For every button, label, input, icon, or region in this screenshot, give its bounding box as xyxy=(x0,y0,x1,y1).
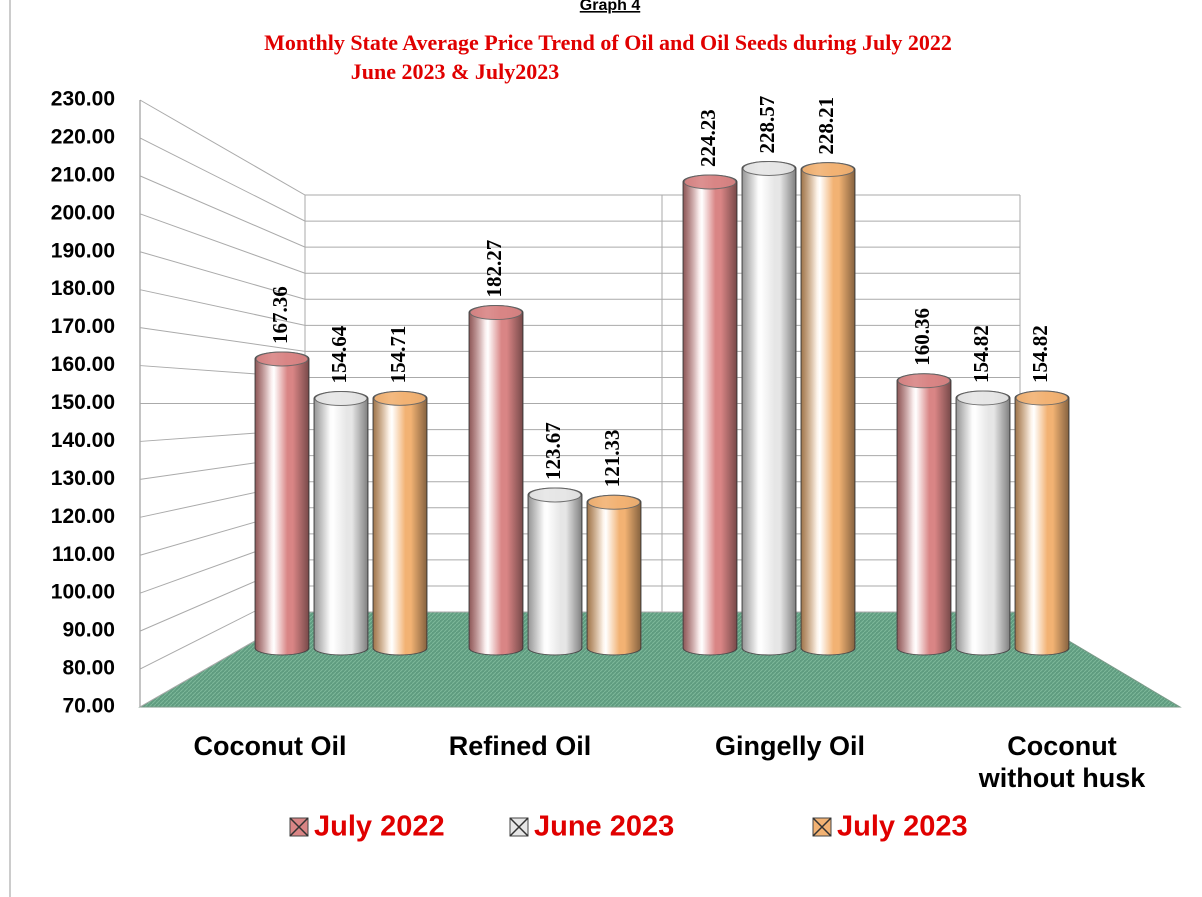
bar-shade xyxy=(587,495,641,655)
value-label: 182.27 xyxy=(482,240,506,298)
bar-top xyxy=(897,373,951,389)
bar xyxy=(896,373,952,656)
y-tick-label: 210.00 xyxy=(51,163,115,186)
grid-line xyxy=(139,99,1020,196)
bar xyxy=(800,162,856,656)
bar-top xyxy=(373,390,427,406)
y-tick-label: 220.00 xyxy=(51,125,115,148)
bar-top xyxy=(801,162,855,178)
caption: Graph 4 xyxy=(580,0,641,14)
value-label: 224.23 xyxy=(696,109,720,167)
bar-top xyxy=(469,305,523,321)
y-tick-label: 160.00 xyxy=(51,353,115,376)
legend-label: July 2022 xyxy=(314,811,445,843)
legend-label: July 2023 xyxy=(837,811,968,843)
value-label: 228.57 xyxy=(755,96,779,154)
x-tick-label: Refined Oil xyxy=(448,731,592,761)
y-tick-label: 140.00 xyxy=(51,429,115,452)
bar xyxy=(1014,390,1070,656)
bar-top xyxy=(683,174,737,190)
bar-shade xyxy=(373,391,427,655)
bar-top xyxy=(528,487,582,503)
bar-top xyxy=(956,390,1010,406)
bar xyxy=(527,487,583,656)
bar xyxy=(586,494,642,656)
bar-shade xyxy=(956,390,1010,655)
bar-top xyxy=(314,391,368,407)
bar-shade xyxy=(469,305,523,655)
bar xyxy=(372,390,428,656)
value-label: 154.64 xyxy=(327,325,351,383)
x-tick-label: Coconut Oil xyxy=(193,731,347,761)
value-label: 228.21 xyxy=(814,97,838,155)
value-label: 123.67 xyxy=(541,422,565,480)
y-tick-label: 170.00 xyxy=(51,315,115,338)
bar xyxy=(254,351,310,656)
grid-line xyxy=(139,213,1020,274)
y-tick-label: 80.00 xyxy=(62,657,115,680)
bar xyxy=(313,391,369,656)
bar-top xyxy=(742,160,796,176)
grid-line xyxy=(139,175,1020,248)
legend-swatch-bevel xyxy=(812,817,832,837)
y-tick-label: 150.00 xyxy=(51,391,115,414)
x-tick-label: Coconut without husk xyxy=(978,731,1146,793)
bar-top xyxy=(255,351,309,367)
bar-shade xyxy=(742,161,796,656)
bar xyxy=(955,390,1011,656)
bar-shade xyxy=(314,391,368,655)
bar-shade xyxy=(255,351,309,655)
value-label: 154.71 xyxy=(386,326,410,384)
bar-shade xyxy=(897,373,951,655)
bar xyxy=(468,305,524,656)
bar-top xyxy=(1015,390,1069,406)
bar xyxy=(741,160,797,656)
bar-shade xyxy=(1015,390,1069,655)
chart-title: Monthly State Average Price Trend of Oil… xyxy=(264,30,952,55)
value-label: 154.82 xyxy=(969,325,993,383)
value-label: 154.82 xyxy=(1028,325,1052,383)
y-tick-label: 200.00 xyxy=(51,201,115,224)
grid-line xyxy=(139,137,1020,222)
bar xyxy=(682,174,738,656)
bar-shade xyxy=(801,162,855,655)
y-tick-label: 180.00 xyxy=(51,277,115,300)
legend-swatch-bevel xyxy=(289,817,309,837)
value-label: 121.33 xyxy=(600,429,624,487)
bar-shade xyxy=(528,487,582,655)
legend-swatch-bevel xyxy=(509,817,529,837)
y-tick-label: 190.00 xyxy=(51,239,115,262)
value-label: 167.36 xyxy=(268,286,292,344)
chart-subtitle: June 2023 & July2023 xyxy=(351,59,559,84)
y-tick-label: 230.00 xyxy=(51,88,115,111)
y-tick-label: 110.00 xyxy=(52,543,115,566)
y-tick-label: 120.00 xyxy=(51,505,115,528)
y-tick-label: 90.00 xyxy=(62,619,115,642)
bar-top xyxy=(587,494,641,510)
y-tick-label: 70.00 xyxy=(62,695,115,718)
y-tick-label: 100.00 xyxy=(51,581,115,604)
legend-label: June 2023 xyxy=(534,811,674,843)
value-label: 160.36 xyxy=(910,308,934,366)
bar-shade xyxy=(683,174,737,656)
y-tick-label: 130.00 xyxy=(51,467,115,490)
x-tick-label: Gingelly Oil xyxy=(714,731,866,761)
